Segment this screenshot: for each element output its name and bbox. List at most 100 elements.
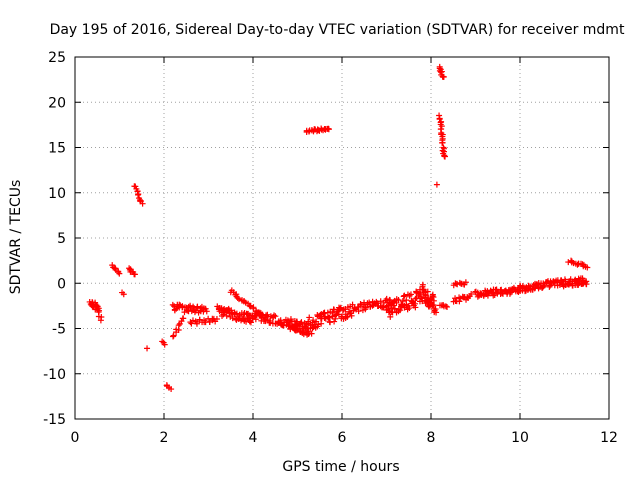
y-tick-label: 25 [48,50,66,66]
y-tick-label: 5 [57,231,66,247]
data-point [308,330,315,337]
data-point [438,123,445,130]
data-point [170,332,177,339]
data-point [335,311,342,318]
data-point [213,316,220,323]
data-point [175,322,182,329]
data-point [131,271,138,278]
data-point [330,306,337,313]
x-tick-label: 12 [600,430,618,446]
data-point [424,288,431,295]
data-point [498,286,505,293]
data-point [250,304,257,311]
data-point [325,126,332,133]
data-point [187,302,194,309]
data-point [139,200,146,207]
data-point [202,305,209,312]
data-point [433,181,440,188]
data-point [380,304,387,311]
x-tick-label: 8 [427,430,436,446]
data-point [271,312,278,319]
data-point [565,281,572,288]
axis-ticks: 0 2 4 6 8 10 12 -15 -10 -5 0 5 10 15 20 25 [43,50,618,446]
data-point [462,279,469,286]
data-point [306,314,313,321]
data-point [474,293,481,300]
data-point [116,270,123,277]
data-point [355,308,362,315]
data-point [331,318,338,325]
data-point [391,305,398,312]
data-point [362,304,369,311]
data-point [387,313,394,320]
data-point [327,319,334,326]
x-tick-label: 2 [160,430,169,446]
y-tick-label: -15 [43,412,66,428]
data-point [484,292,491,299]
data-point [309,325,316,332]
data-point [399,298,406,305]
data-point [441,153,448,160]
data-point [135,191,142,198]
data-point [318,320,325,327]
data-point [294,327,301,334]
data-point [412,304,419,311]
data-point [188,320,195,327]
y-tick-label: -10 [43,367,66,383]
y-tick-label: 0 [57,276,66,292]
data-point [161,341,168,348]
data-point [252,316,259,323]
data-point [272,313,279,320]
data-point [407,291,414,298]
data-point [433,309,440,316]
data-point [395,296,402,303]
data-point [180,315,187,322]
data-point [144,345,151,352]
data-point [315,321,322,328]
data-point [234,295,241,302]
y-tick-label: 20 [48,95,66,111]
y-tick-label: 15 [48,141,66,157]
y-tick-label: 10 [48,186,66,202]
y-tick-label: -5 [52,322,66,338]
data-point [348,312,355,319]
data-point [366,299,373,306]
data-point [444,303,451,310]
data-point [412,295,419,302]
data-point [574,261,581,268]
data-point [246,318,253,325]
data-point [456,298,463,305]
data-point [170,333,177,340]
data-point [206,318,213,325]
x-tick-label: 6 [338,430,347,446]
data-point [184,306,191,313]
data-point [584,264,591,271]
data-point [361,299,368,306]
data-point [383,295,390,302]
data-point [168,386,175,393]
data-point [357,302,364,309]
data-point [419,286,426,293]
data-point [429,293,436,300]
data-point [310,317,317,324]
x-tick-label: 4 [249,430,258,446]
x-axis-label: GPS time / hours [282,459,399,475]
x-tick-label: 10 [511,430,529,446]
data-point [406,305,413,312]
data-point [377,298,384,305]
data-point [236,313,243,320]
data-point [120,291,127,298]
data-point [267,319,274,326]
data-point [298,319,305,326]
data-point [540,283,547,290]
data-point [97,317,104,324]
data-point [189,317,196,324]
data-point [262,312,269,319]
data-point [397,307,404,314]
data-point [193,320,200,327]
data-point [468,290,475,297]
data-point [401,292,408,299]
data-point [546,283,553,290]
